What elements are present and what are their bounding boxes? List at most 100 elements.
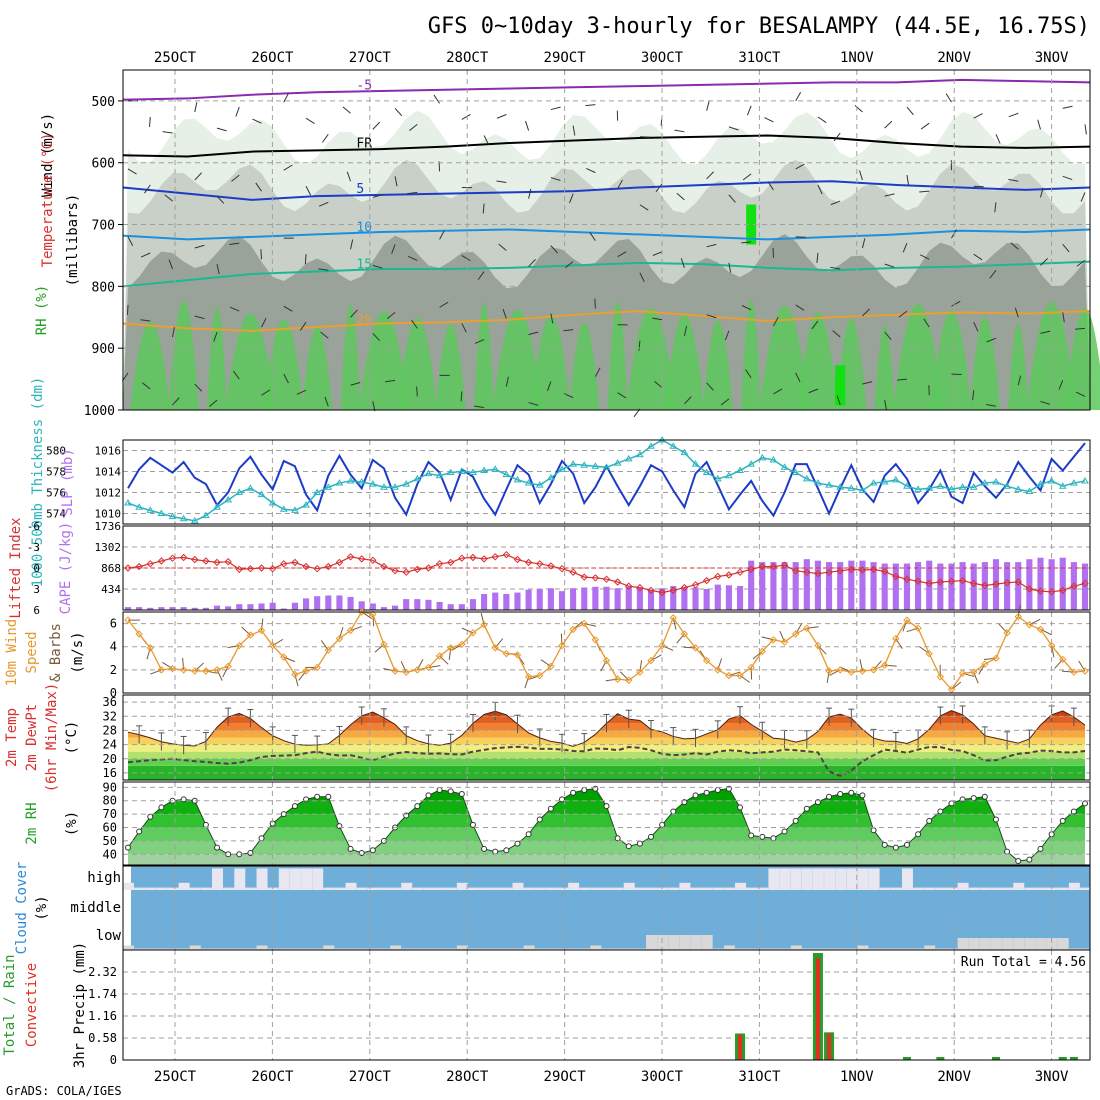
- rh-marker: [614, 835, 621, 842]
- cape-bar: [692, 587, 699, 610]
- wind-barb: [164, 194, 173, 202]
- rh-marker: [714, 787, 721, 794]
- cloud-high-bar: [234, 868, 246, 890]
- panel-frame: [122, 694, 1091, 781]
- lifted-marker: [958, 576, 967, 585]
- wind-barb: [320, 331, 329, 339]
- cape-tick-label: 1302: [95, 541, 122, 554]
- thickness-marker: [980, 479, 989, 486]
- thickness-marker: [146, 506, 155, 513]
- wind10-marker: [1081, 667, 1089, 675]
- wind-barb: [318, 201, 329, 207]
- wind-barb: [1008, 178, 1019, 182]
- lifted-marker: [335, 558, 344, 567]
- thickness-marker: [602, 463, 611, 470]
- cloud-low-bar: [401, 948, 413, 950]
- rh-marker: [125, 844, 131, 851]
- wind-barb: [617, 392, 627, 399]
- thickness-line: [127, 439, 1086, 522]
- rh-marker: [136, 828, 143, 835]
- lifted-marker: [213, 558, 221, 567]
- thickness-marker: [279, 505, 288, 512]
- cape-bar: [903, 563, 911, 610]
- cloud-low-bar: [156, 948, 168, 950]
- date-tick-top: 2NOV: [937, 50, 971, 66]
- cape-bar: [625, 586, 632, 610]
- thickness-marker: [368, 480, 377, 487]
- rh-marker: [770, 835, 777, 842]
- wind-barb: [680, 258, 685, 268]
- wind10-marker: [302, 667, 310, 675]
- wind-barb: [951, 300, 961, 307]
- wind-barb: [482, 203, 485, 214]
- lifted-marker: [825, 568, 833, 576]
- wind10-marker: [146, 644, 154, 652]
- wind-barb: [654, 380, 663, 389]
- lifted-marker: [346, 553, 355, 561]
- cape-bar: [202, 607, 209, 610]
- wind-barb: [229, 242, 240, 245]
- rh-marker: [937, 808, 944, 815]
- wind10-barb: [983, 657, 997, 661]
- cloud-high-bar: [534, 887, 546, 890]
- wind10-marker: [736, 671, 744, 680]
- rh-marker: [570, 789, 577, 796]
- panel-axis-label: (m/s): [70, 631, 86, 673]
- wind-barb: [216, 195, 225, 204]
- cloud-high-bar: [879, 887, 891, 890]
- rh-marker: [425, 792, 432, 799]
- wind-barb: [986, 404, 997, 407]
- wind-barb: [528, 331, 539, 336]
- rh-marker: [703, 789, 710, 796]
- wind10-marker: [213, 666, 221, 674]
- cape-bar: [681, 587, 688, 610]
- lifted-line: [127, 554, 1086, 594]
- rh-peak: [746, 204, 757, 245]
- wind-barb: [433, 94, 440, 104]
- cape-bar: [124, 607, 132, 610]
- rh-marker: [603, 803, 610, 810]
- rh-marker: [692, 792, 699, 799]
- thickness-marker: [413, 474, 422, 482]
- cape-bar: [481, 594, 488, 610]
- thickness-marker: [780, 463, 789, 470]
- cloud-low-bar: [957, 938, 969, 950]
- wind-barb: [1040, 187, 1044, 198]
- rh-plume: [893, 303, 944, 410]
- cloud-high-bar: [1046, 887, 1058, 890]
- wind-barb: [995, 134, 1001, 144]
- cloud-high-bar: [434, 887, 446, 890]
- cloud-high-bar: [479, 887, 491, 890]
- wind10-barb: [639, 660, 643, 673]
- wind10-marker: [1070, 668, 1078, 676]
- cloud-high-bar: [378, 887, 390, 890]
- cape-bar: [892, 563, 899, 610]
- cloud-low-bar: [167, 948, 179, 950]
- wind-barb: [498, 243, 507, 251]
- lifted-marker: [357, 555, 366, 563]
- cloud-high-bar: [245, 887, 257, 890]
- precip-tick-label: 0.58: [88, 1031, 117, 1045]
- rh-plume: [702, 320, 733, 410]
- cloud-level-label: low: [96, 928, 122, 944]
- wind10-barb: [1061, 670, 1074, 673]
- rh-marker: [748, 832, 755, 839]
- wind-barb: [817, 184, 823, 195]
- cloud-high-bar: [178, 882, 190, 890]
- temp-strips: [128, 710, 1085, 780]
- wind10-marker: [1047, 641, 1056, 650]
- y-tick-label: 1000: [84, 404, 115, 419]
- wind10-marker: [981, 660, 989, 668]
- lifted-marker: [124, 564, 132, 572]
- cape-bar: [469, 599, 477, 610]
- wind-barb: [372, 333, 380, 341]
- rh-plume: [207, 306, 228, 410]
- thickness-marker: [268, 499, 277, 506]
- rh-tick-label: 50: [103, 834, 117, 848]
- panel-axis-label: Speed: [24, 631, 40, 673]
- thickness-marker: [624, 454, 633, 462]
- wind-barb: [973, 113, 983, 119]
- cloud-high-bar: [390, 887, 402, 890]
- rh-plume: [664, 314, 705, 410]
